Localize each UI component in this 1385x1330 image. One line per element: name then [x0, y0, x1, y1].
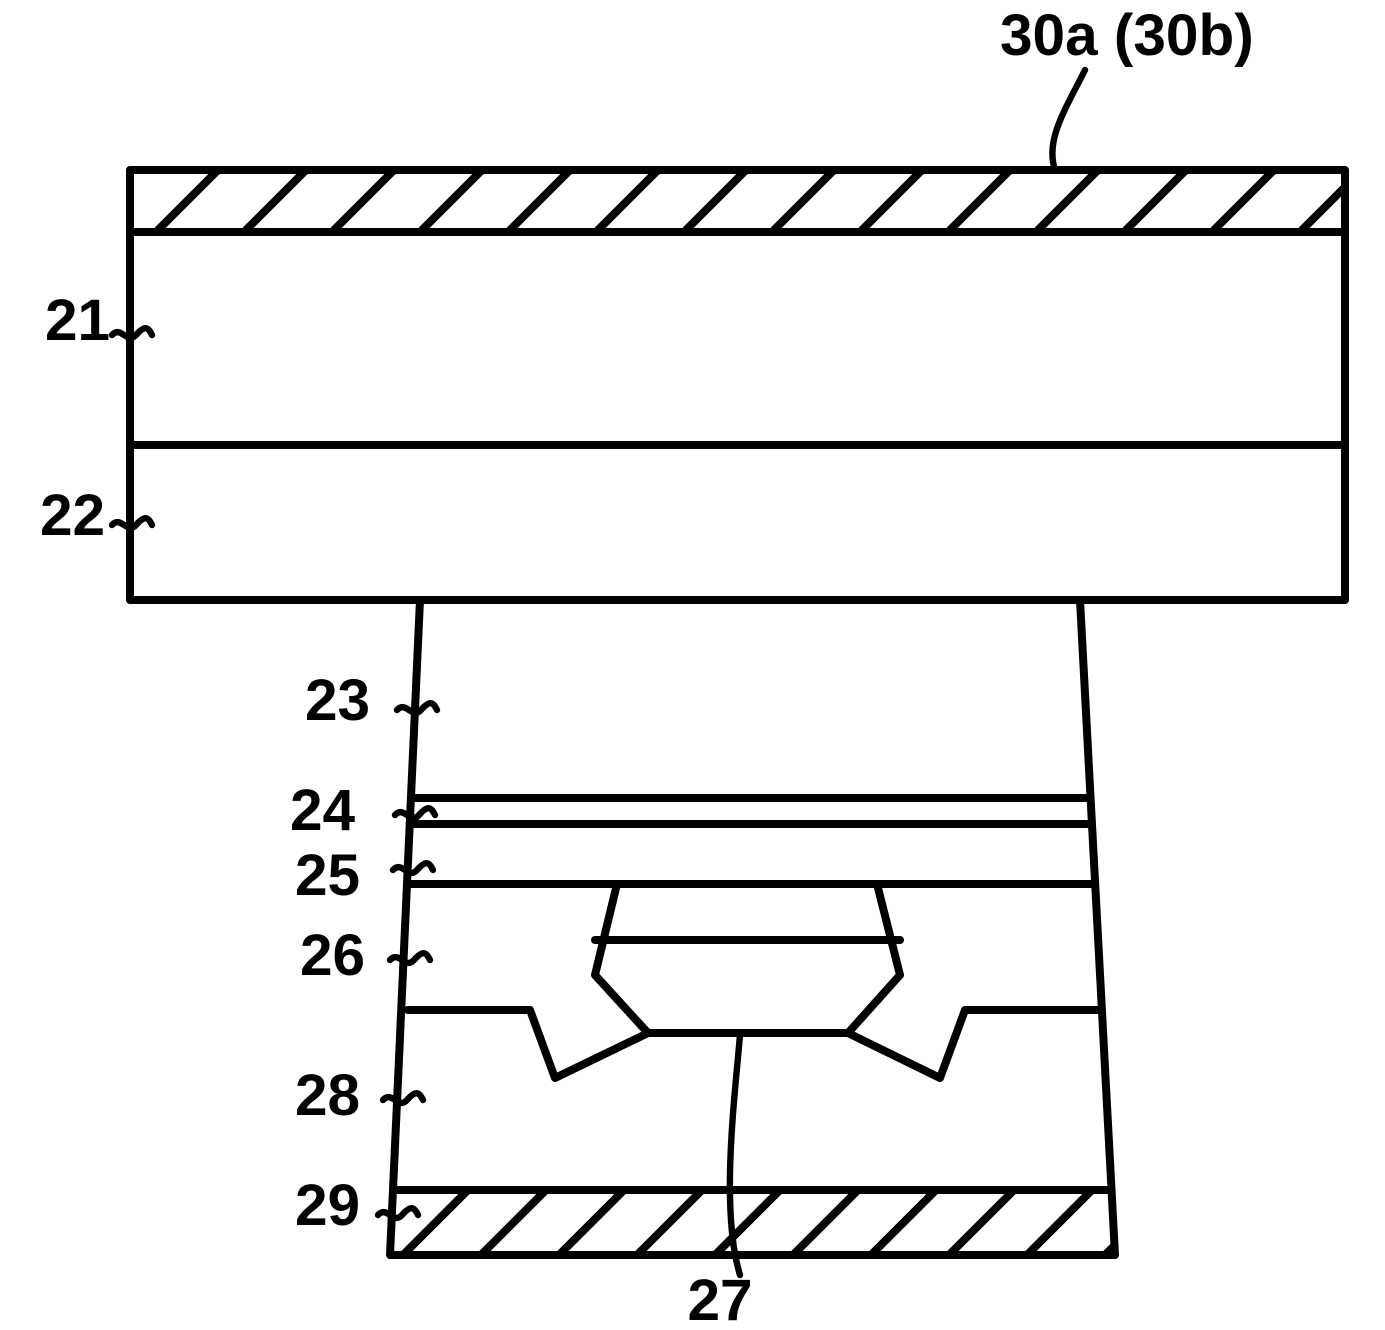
shelf-right	[848, 1010, 1100, 1078]
label-29: 29	[295, 1173, 360, 1238]
ridge-right-side	[848, 884, 900, 1033]
leader-30	[1052, 70, 1085, 170]
hatch-bottom	[325, 1190, 1170, 1255]
tick-24	[395, 808, 435, 818]
label-28: 28	[295, 1063, 360, 1128]
label-21: 21	[45, 288, 110, 353]
tick-26	[390, 953, 430, 963]
label-27: 27	[687, 1268, 752, 1330]
tick-25	[393, 863, 433, 873]
ridge-left-side	[595, 884, 648, 1033]
label-30: 30a (30b)	[1000, 3, 1254, 68]
hatch-top	[68, 170, 1385, 232]
label-24: 24	[290, 778, 356, 843]
label-23: 23	[305, 668, 370, 733]
tick-29	[378, 1208, 418, 1218]
label-22: 22	[40, 483, 105, 548]
leader-27	[730, 1035, 740, 1275]
mesa-outline	[390, 600, 1115, 1255]
label-25: 25	[295, 843, 360, 908]
label-26: 26	[300, 923, 365, 988]
shelf-left	[408, 1010, 648, 1078]
tick-28	[383, 1093, 423, 1103]
